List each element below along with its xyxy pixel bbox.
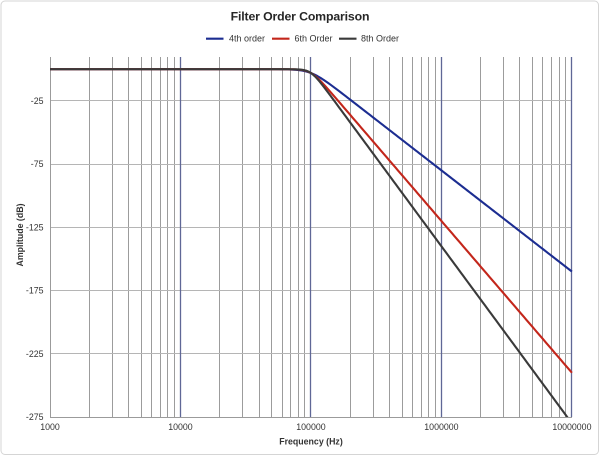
svg-text:8th Order: 8th Order [361, 34, 399, 44]
svg-text:1000: 1000 [40, 422, 60, 432]
svg-text:10000: 10000 [168, 422, 193, 432]
svg-text:100000: 100000 [296, 422, 325, 432]
svg-text:-275: -275 [26, 412, 44, 422]
svg-text:Filter Order Comparison: Filter Order Comparison [231, 10, 370, 24]
svg-text:Amplitude (dB): Amplitude (dB) [15, 203, 25, 266]
svg-text:10000000: 10000000 [552, 422, 591, 432]
svg-text:6th Order: 6th Order [295, 34, 333, 44]
svg-text:-75: -75 [31, 159, 44, 169]
svg-text:-125: -125 [26, 222, 44, 232]
svg-text:4th order: 4th order [229, 34, 265, 44]
svg-text:-225: -225 [26, 349, 44, 359]
svg-text:1000000: 1000000 [424, 422, 458, 432]
svg-text:-25: -25 [31, 96, 44, 106]
svg-text:-175: -175 [26, 286, 44, 296]
svg-text:Frequency (Hz): Frequency (Hz) [279, 437, 343, 447]
